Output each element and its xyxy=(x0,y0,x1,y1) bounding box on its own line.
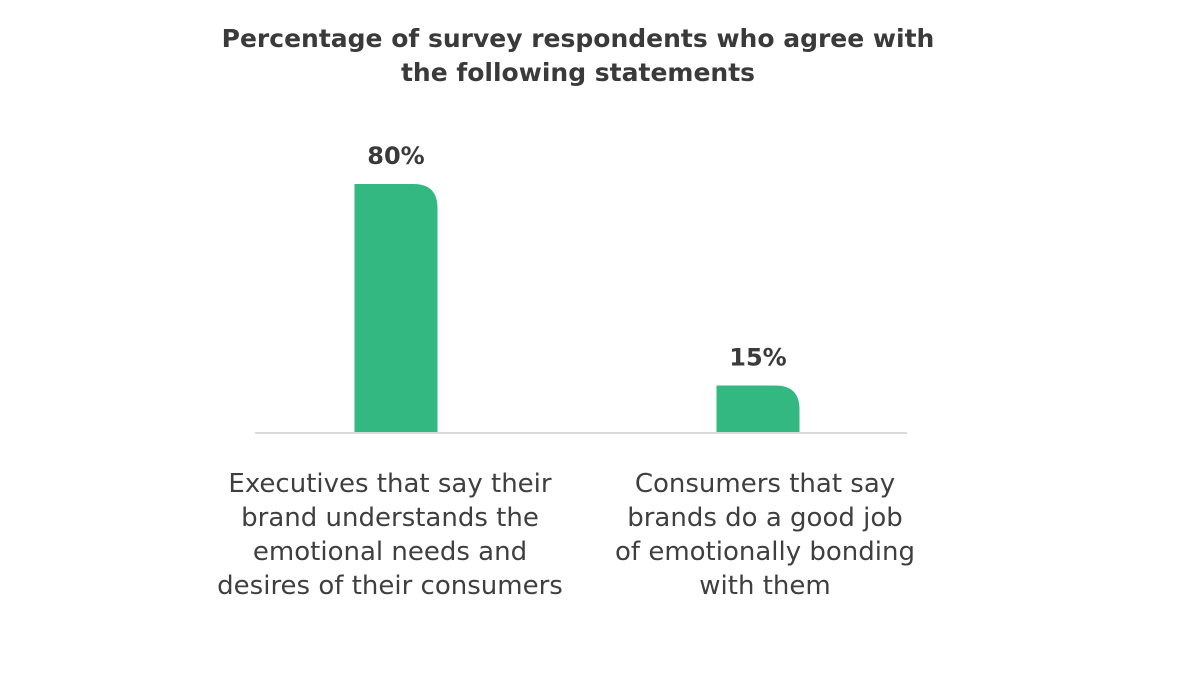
bar-executives xyxy=(354,184,438,432)
bars-group xyxy=(354,184,800,432)
value-label-executives: 80% xyxy=(367,142,424,170)
value-labels-group: 80% 15% xyxy=(367,142,786,372)
chart-title-line-1: Percentage of survey respondents who agr… xyxy=(221,24,935,53)
value-label-consumers: 15% xyxy=(729,344,786,372)
bar-consumers xyxy=(716,385,800,432)
chart-title-line-2: the following statements xyxy=(400,58,756,87)
category-label-executives: Executives that say their brand understa… xyxy=(217,469,563,601)
category-label-consumers: Consumers that say brands do a good job … xyxy=(615,469,915,601)
chart-title: Percentage of survey respondents who agr… xyxy=(0,22,1156,90)
